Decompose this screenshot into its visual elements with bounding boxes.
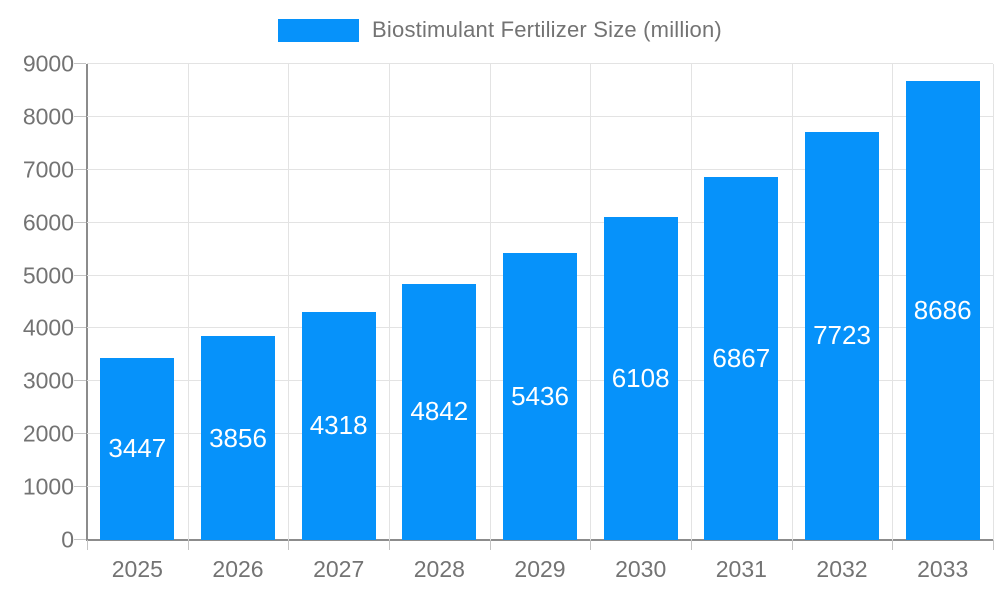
y-tick-label: 0 [61,526,74,553]
y-axis-tick [74,274,86,276]
y-tick-label: 6000 [22,209,74,236]
gridline-vertical [389,64,390,540]
bar-2030[interactable]: 6108 [603,216,678,540]
y-axis-labels: 0 1000 2000 3000 4000 5000 6000 7000 8000 9000 [0,51,74,553]
gridline-vertical [993,64,994,540]
y-axis-tick [74,539,86,540]
bar-value-label: 6867 [712,342,771,373]
x-axis-tick [187,540,189,550]
x-tick-label: 2025 [111,556,163,582]
bar-2029[interactable]: 5436 [503,252,577,540]
y-axis-tick [74,63,86,64]
bar-2033[interactable]: 8686 [905,80,980,540]
y-axis-tick [74,380,86,382]
gridline-vertical [590,64,592,540]
bar-2027[interactable]: 4318 [301,311,376,540]
gridline-vertical [691,64,692,540]
x-axis-tick [389,540,390,550]
gridline-vertical [892,64,894,540]
y-axis-tick [74,327,86,329]
x-tick-label: 2028 [413,556,465,582]
x-axis-tick [993,540,994,550]
bar-value-label: 5436 [511,380,569,411]
gridline-vertical [489,64,491,540]
gridline-horizontal [87,63,993,64]
bar-value-label: 3856 [209,422,267,453]
y-axis-line [86,64,88,540]
bar-value-label: 4318 [309,410,368,441]
y-tick-label: 2000 [22,420,74,447]
legend-swatch [278,18,360,42]
bar-2032[interactable]: 7723 [805,131,879,540]
x-tick-label: 2031 [715,556,767,582]
gridline-horizontal [87,168,993,170]
bar-2031[interactable]: 6867 [704,176,779,540]
x-tick-label: 2030 [615,556,667,582]
y-axis-tick [74,221,86,223]
gridline-vertical [791,64,793,540]
x-tick-label: 2033 [917,556,969,582]
y-axis-tick [74,115,86,117]
x-tick-label: 2032 [816,556,868,582]
bar-2026[interactable]: 3856 [201,336,275,540]
bar-value-label: 8686 [913,294,972,325]
y-tick-label: 4000 [22,314,74,341]
plot-area: 3447 3856 4318 4842 5436 6108 6867 7723 8686 [74,63,994,550]
bar-value-label: 6108 [611,362,670,393]
bar-2025[interactable]: 3447 [100,357,175,540]
x-axis-line [86,539,994,541]
x-axis-labels: 2025 2026 2027 2028 2029 2030 2031 2032 2033 [87,556,993,586]
x-axis-tick [791,540,793,550]
gridline-horizontal [87,115,993,117]
y-tick-label: 8000 [22,103,74,130]
bar-2028[interactable]: 4842 [402,283,477,540]
bar-value-label: 7723 [813,320,871,351]
y-axis-tick [74,486,86,488]
x-axis-tick [691,540,692,550]
y-axis-tick [74,168,86,170]
y-axis-tick [74,433,86,435]
y-tick-label: 1000 [22,473,74,500]
gridline-horizontal [87,221,993,223]
x-tick-label: 2026 [212,556,264,582]
legend-item[interactable]: Biostimulant Fertilizer Size (million) [0,17,1000,43]
y-tick-label: 9000 [22,50,74,77]
y-tick-label: 3000 [22,367,74,394]
x-axis-tick [892,540,894,550]
x-tick-label: 2029 [514,556,566,582]
y-tick-label: 5000 [22,262,74,289]
x-tick-label: 2027 [313,556,365,582]
x-axis-tick [87,540,88,550]
gridline-vertical [187,64,189,540]
bar-value-label: 3447 [108,433,167,464]
gridline-vertical [288,64,290,540]
bar-value-label: 4842 [410,396,469,427]
x-axis-tick [489,540,491,550]
x-axis-tick [288,540,290,550]
y-tick-label: 7000 [22,156,74,183]
legend-label: Biostimulant Fertilizer Size (million) [372,17,722,42]
x-axis-tick [590,540,592,550]
